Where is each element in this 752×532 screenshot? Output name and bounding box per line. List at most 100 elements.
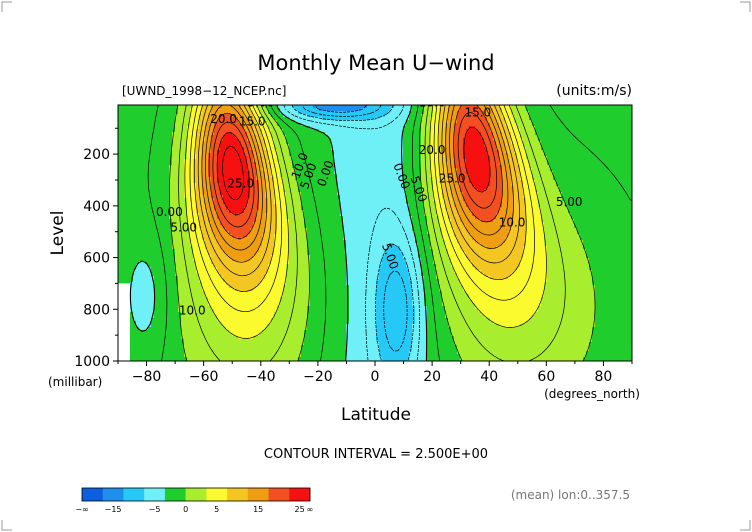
field-cell: [190, 276, 194, 280]
field-cell: [274, 303, 278, 307]
field-cell: [142, 195, 146, 199]
field-cell: [232, 177, 236, 181]
field-cell: [289, 132, 293, 136]
field-cell: [196, 252, 200, 256]
field-cell: [145, 144, 149, 148]
field-cell: [214, 180, 218, 184]
field-cell: [238, 276, 242, 280]
field-cell: [181, 312, 185, 316]
field-cell: [151, 330, 155, 334]
field-cell: [268, 114, 272, 118]
field-cell: [259, 135, 263, 139]
field-cell: [154, 186, 158, 190]
field-cell: [277, 228, 281, 232]
field-cell: [283, 339, 287, 343]
field-cell: [271, 126, 275, 130]
field-cell: [175, 120, 179, 124]
field-cell: [214, 270, 218, 274]
field-cell: [247, 285, 251, 289]
field-cell: [262, 114, 266, 118]
field-cell: [235, 324, 239, 328]
field-cell: [217, 294, 221, 298]
field-cell: [232, 207, 236, 211]
field-cell: [283, 315, 287, 319]
field-cell: [208, 132, 212, 136]
field-cell: [148, 177, 152, 181]
field-cell: [187, 336, 191, 340]
field-cell: [205, 309, 209, 313]
field-cell: [166, 357, 170, 361]
field-cell: [166, 174, 170, 178]
field-cell: [265, 300, 269, 304]
field-cell: [190, 132, 194, 136]
field-cell: [157, 342, 161, 346]
field-cell: [250, 111, 254, 115]
field-cell: [265, 159, 269, 163]
field-cell: [133, 279, 137, 283]
field-cell: [193, 291, 197, 295]
field-cell: [274, 219, 278, 223]
field-cell: [220, 189, 224, 193]
field-cell: [229, 345, 233, 349]
field-cell: [139, 273, 143, 277]
field-cell: [145, 195, 149, 199]
field-cell: [268, 150, 272, 154]
field-cell: [259, 306, 263, 310]
field-cell: [214, 240, 218, 244]
field-cell: [208, 249, 212, 253]
field-cell: [238, 159, 242, 163]
field-cell: [166, 216, 170, 220]
field-cell: [217, 153, 221, 157]
field-cell: [286, 210, 290, 214]
field-cell: [127, 126, 131, 130]
field-cell: [142, 315, 146, 319]
field-cell: [142, 138, 146, 142]
field-cell: [139, 228, 143, 232]
field-cell: [244, 345, 248, 349]
field-cell: [211, 336, 215, 340]
field-cell: [172, 120, 176, 124]
field-cell: [178, 234, 182, 238]
field-cell: [178, 279, 182, 283]
field-cell: [193, 315, 197, 319]
field-cell: [277, 135, 281, 139]
field-cell: [205, 348, 209, 352]
field-cell: [256, 315, 260, 319]
field-cell: [148, 312, 152, 316]
field-cell: [166, 243, 170, 247]
field-cell: [166, 291, 170, 295]
field-cell: [187, 120, 191, 124]
field-cell: [277, 333, 281, 337]
field-cell: [235, 336, 239, 340]
field-cell: [181, 195, 185, 199]
field-cell: [124, 186, 128, 190]
field-cell: [289, 207, 293, 211]
field-cell: [289, 231, 293, 235]
field-cell: [223, 351, 227, 355]
field-cell: [286, 129, 290, 133]
field-cell: [184, 312, 188, 316]
field-cell: [202, 294, 206, 298]
field-cell: [277, 300, 281, 304]
field-cell: [274, 138, 278, 142]
field-cell: [154, 306, 158, 310]
field-cell: [268, 168, 272, 172]
field-cell: [238, 150, 242, 154]
field-cell: [232, 108, 236, 112]
field-cell: [181, 255, 185, 259]
field-cell: [154, 120, 158, 124]
field-cell: [259, 252, 263, 256]
field-cell: [166, 144, 170, 148]
field-cell: [118, 156, 122, 160]
field-cell: [163, 126, 167, 130]
field-cell: [208, 333, 212, 337]
field-cell: [217, 273, 221, 277]
field-cell: [175, 249, 179, 253]
field-cell: [223, 129, 227, 133]
field-cell: [289, 354, 293, 358]
field-cell: [190, 321, 194, 325]
field-cell: [268, 273, 272, 277]
field-cell: [187, 201, 191, 205]
field-cell: [265, 306, 269, 310]
field-cell: [157, 255, 161, 259]
